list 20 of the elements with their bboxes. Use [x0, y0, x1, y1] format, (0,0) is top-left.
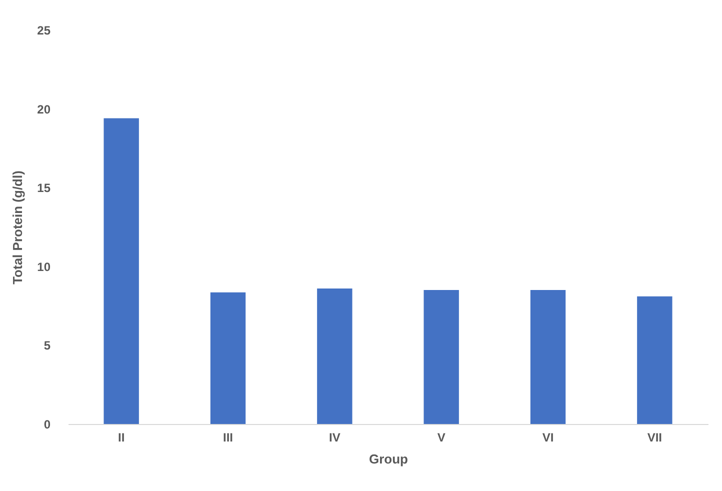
y-tick-label: 5: [44, 338, 51, 353]
x-tick-label: IV: [328, 430, 340, 444]
y-tick-label: 10: [37, 260, 51, 274]
y-axis-title: Total Protein (g/dl): [10, 170, 26, 284]
x-tick-label: VII: [647, 430, 662, 444]
bar: [317, 288, 352, 424]
y-tick-label: 25: [37, 24, 51, 38]
x-axis-title: Group: [369, 452, 408, 466]
x-tick-label: II: [118, 430, 125, 444]
x-tick-label: III: [222, 430, 234, 444]
bar: [424, 290, 459, 424]
bar: [637, 296, 672, 424]
bar: [530, 290, 566, 424]
y-tick-label: 20: [37, 102, 51, 116]
x-tick-label: V: [437, 430, 446, 444]
bar: [210, 292, 246, 424]
bar: [104, 118, 139, 424]
y-tick-label: 0: [44, 418, 51, 432]
x-tick-label: VI: [542, 430, 554, 444]
y-tick-label: 15: [37, 181, 51, 196]
